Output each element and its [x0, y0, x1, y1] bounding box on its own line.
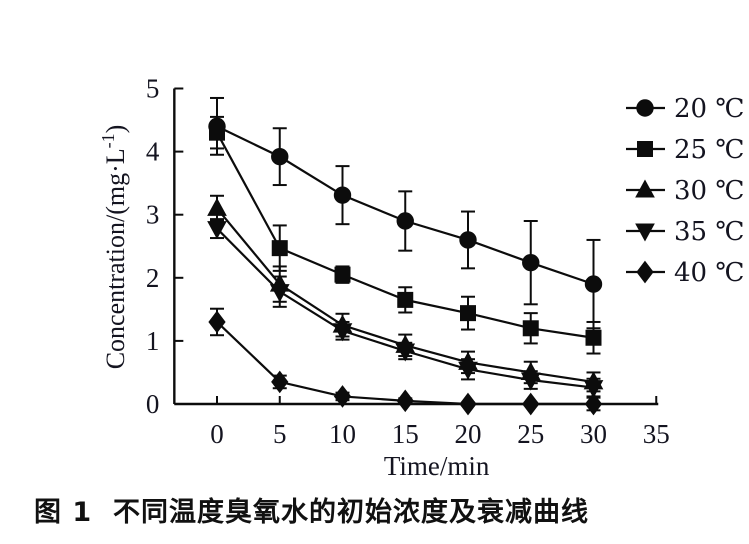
legend-item-30℃: 30 ℃: [626, 176, 744, 206]
triangle-down-marker: [395, 343, 416, 362]
series-triangle-down: [207, 218, 604, 399]
square-marker: [637, 141, 653, 157]
triangle-down-marker: [520, 372, 541, 391]
y-axis-ticks: 0 1 2 3 4 5: [146, 74, 184, 419]
x-tick-label: 30: [580, 419, 607, 449]
y-tick-label: 3: [146, 200, 160, 230]
legend-item-35℃: 35 ℃: [626, 217, 744, 247]
square-marker: [271, 240, 288, 257]
legend-item-20℃: 20 ℃: [626, 94, 744, 124]
square-marker: [585, 329, 602, 346]
triangle-down-marker: [269, 284, 290, 303]
triangle-down-marker: [332, 323, 353, 342]
x-tick-label: 0: [210, 419, 224, 449]
x-axis-title: Time/min: [384, 451, 490, 481]
legend-label: 30 ℃: [674, 176, 744, 206]
square-marker: [460, 305, 476, 322]
x-tick-label: 5: [273, 419, 287, 449]
triangle-down-marker: [583, 380, 604, 399]
square-marker: [397, 291, 414, 308]
square-marker: [522, 320, 539, 337]
circle-marker: [396, 212, 414, 230]
diamond-marker: [208, 310, 226, 334]
legend-item-25℃: 25 ℃: [626, 135, 744, 165]
y-axis-title: Concentration/(mg·L-1): [98, 125, 130, 370]
diamond-marker: [636, 260, 654, 284]
legend: 20 ℃ 25 ℃ 30 ℃ 35 ℃ 40 ℃: [626, 94, 744, 288]
legend-item-40℃: 40 ℃: [626, 258, 744, 288]
y-tick-label: 1: [146, 326, 160, 356]
x-tick-label: 15: [392, 419, 419, 449]
square-marker: [334, 266, 351, 283]
circle-marker: [271, 147, 289, 166]
circle-marker: [584, 275, 603, 293]
diamond-marker: [271, 370, 289, 394]
y-tick-label: 4: [146, 137, 160, 167]
figure-caption: 图 1 不同温度臭氧水的初始浓度及衰减曲线: [34, 497, 589, 528]
diamond-marker: [396, 389, 414, 413]
y-tick-label: 2: [146, 263, 160, 293]
triangle-down-marker: [207, 221, 227, 240]
triangle-up-marker: [635, 179, 655, 198]
y-tick-label: 5: [146, 74, 160, 104]
circle-marker: [522, 253, 540, 272]
concentration-decay-chart: 0 1 2 3 4 5 0 5 10 15 20 25 30 35 Time/min Concentratio…: [98, 74, 744, 482]
triangle-down-marker: [635, 223, 655, 242]
series-diamond: [208, 307, 603, 416]
square-marker: [209, 124, 225, 141]
circle-marker: [459, 231, 477, 249]
legend-label: 35 ℃: [674, 217, 744, 247]
diamond-marker: [333, 385, 352, 408]
x-tick-label: 35: [643, 419, 670, 449]
circle-marker: [636, 99, 654, 117]
series-square: [209, 115, 602, 355]
axes: [173, 88, 659, 406]
legend-label: 40 ℃: [674, 258, 744, 288]
triangle-up-marker: [207, 197, 227, 216]
triangle-down-marker: [458, 361, 478, 380]
circle-marker: [333, 186, 352, 204]
x-tick-label: 10: [329, 419, 356, 449]
x-tick-label: 25: [517, 419, 544, 449]
diamond-marker: [522, 392, 540, 416]
x-tick-label: 20: [455, 419, 482, 449]
legend-label: 20 ℃: [674, 94, 744, 124]
y-tick-label: 0: [146, 389, 160, 419]
legend-label: 25 ℃: [674, 135, 744, 165]
diamond-marker: [459, 392, 477, 416]
x-axis-ticks: 0 5 10 15 20 25 30 35: [210, 396, 670, 449]
diamond-marker: [584, 392, 603, 416]
